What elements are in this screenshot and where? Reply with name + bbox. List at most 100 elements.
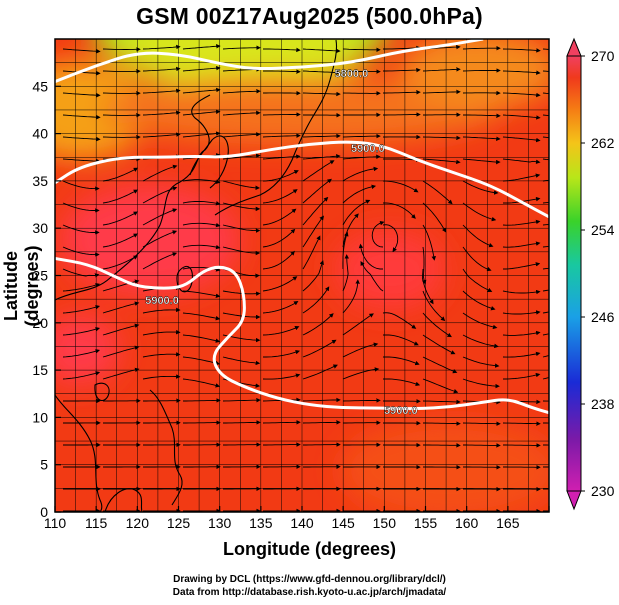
contour-label: 5900.0 [384,405,418,417]
y-tick-label: 20 [32,315,48,331]
streamline [342,398,381,403]
streamline [302,286,330,314]
streamline [502,310,541,315]
height-contour-line [55,257,549,415]
streamline [183,398,221,403]
streamline [302,260,324,292]
colorbar-tick-label: 246 [591,309,615,325]
streamline [302,196,329,226]
streamline [463,113,501,118]
y-tick-label: 40 [32,126,48,142]
streamline [462,180,499,195]
streamline [302,313,334,336]
streamline [222,202,261,212]
streamline [263,349,301,358]
colorbar-scale [566,55,582,492]
warm-tropics [340,420,549,512]
streamline [182,87,221,94]
streamline [463,443,501,448]
streamline [421,268,434,305]
streamline [142,110,181,116]
streamline [358,243,383,270]
streamline [342,342,379,358]
streamline [302,397,341,403]
streamline [422,202,447,233]
streamline [262,228,296,248]
x-tick-label: 135 [249,515,273,531]
streamline [302,364,338,380]
streamline [502,92,541,98]
streamline [222,89,261,94]
streamline [383,157,421,163]
colorbar-tick-label: 270 [591,48,615,64]
streamline [102,189,139,204]
streamline [383,45,421,51]
coastline-china [55,94,211,301]
streamline [383,67,421,73]
streamline [342,154,381,160]
y-tick-label: 45 [32,78,48,94]
streamline [383,202,416,219]
coastline-borneo [104,488,143,512]
streamline [422,334,456,355]
streamline [62,202,100,213]
streamline [62,327,101,336]
x-tick-label: 150 [373,515,397,531]
x-tick-label: 140 [290,515,314,531]
streamline [222,45,261,50]
streamline [62,180,100,191]
y-tick-label: 0 [40,504,48,520]
streamline [262,170,299,182]
streamline [182,131,221,138]
streamline [422,224,436,261]
streamline [302,235,321,270]
x-tick-label: 110 [44,515,67,531]
streamline [423,421,461,426]
streamline [302,160,335,182]
x-tick-label: 145 [331,515,355,531]
contour-label: 5900.0 [145,295,179,307]
streamline [142,352,181,358]
streamline [342,313,374,336]
streamline [382,356,420,366]
y-axis-label: Latitude (degrees) [1,245,42,327]
streamline [462,202,497,222]
streamline [62,246,100,257]
streamline [342,69,381,74]
streamline [62,48,101,54]
streamline [222,312,261,320]
streamline [462,312,498,330]
streamline [422,290,446,322]
streamline [502,289,541,295]
colorbar-tick-label: 254 [591,222,615,238]
streamline [462,356,500,368]
streamline [262,326,300,336]
streamline [422,89,461,95]
streamline [102,255,139,270]
streamline [182,44,221,50]
credit-line-1: Drawing by DCL (https://www.gfd-dennou.o… [173,574,446,585]
streamline [422,246,427,285]
streamline [263,47,301,53]
streamline [342,166,379,182]
streamline [182,222,221,228]
colorbar-tick-label: 238 [591,396,615,412]
streamline [502,351,541,358]
streamline [462,68,501,73]
x-tick-label: 160 [455,515,479,531]
streamline [142,66,181,72]
streamline [502,158,541,164]
x-tick-label: 115 [85,515,108,531]
streamline [382,312,417,329]
streamline [342,213,359,248]
chart-title: GSM 00Z17Aug2025 (500.0hPa) [136,3,483,29]
streamline [462,268,493,292]
streamline [182,290,221,298]
hot-core-pacific [335,230,445,310]
y-tick-label: 35 [32,173,48,189]
streamline [222,246,261,256]
streamline [182,356,221,366]
streamline [302,339,337,358]
plot-area: 5800.0 5900.0 5900.0 5900.0 [55,39,549,512]
coastline-hainan [94,382,110,402]
